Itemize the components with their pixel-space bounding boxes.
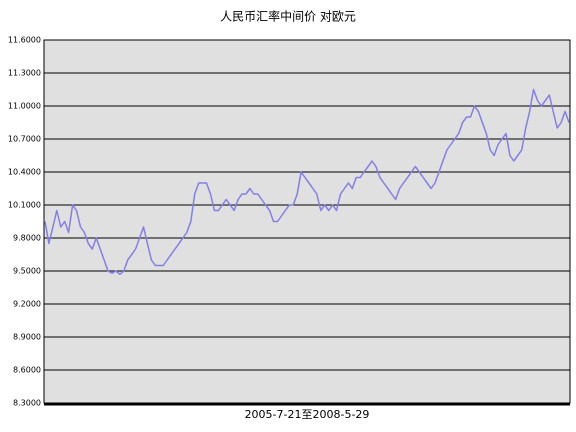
y-tick-label: 10.7000 bbox=[8, 135, 41, 144]
y-tick-label: 8.9000 bbox=[13, 333, 41, 342]
y-tick-label: 11.3000 bbox=[8, 69, 41, 78]
chart-title: 人民币汇率中间价 对欧元 bbox=[220, 9, 356, 24]
y-tick-label: 9.2000 bbox=[13, 300, 41, 309]
y-tick-label: 10.4000 bbox=[8, 168, 41, 177]
x-axis-label: 2005-7-21至2008-5-29 bbox=[245, 408, 370, 421]
y-tick-label: 10.1000 bbox=[8, 201, 41, 210]
y-tick-label: 9.5000 bbox=[13, 267, 41, 276]
plot-area bbox=[43, 39, 571, 404]
y-tick-label: 8.6000 bbox=[13, 366, 41, 375]
y-tick-label: 9.8000 bbox=[13, 234, 41, 243]
y-tick-label: 11.6000 bbox=[8, 36, 41, 45]
y-tick-label: 11.0000 bbox=[8, 102, 41, 111]
data-line bbox=[44, 88, 570, 276]
y-tick-label: 8.3000 bbox=[13, 399, 41, 408]
